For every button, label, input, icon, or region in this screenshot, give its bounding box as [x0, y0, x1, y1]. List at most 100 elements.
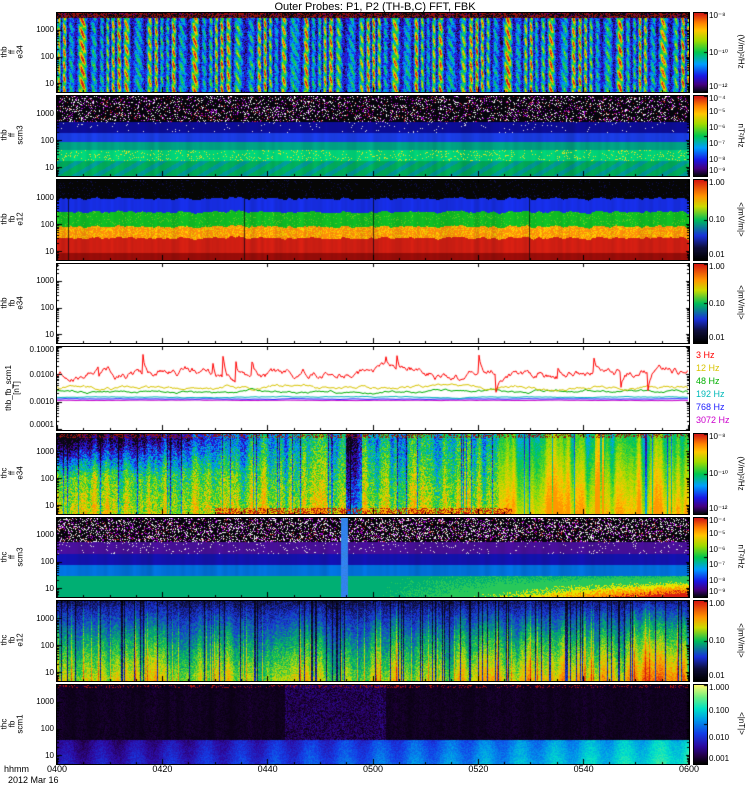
y-tick-label: 0.0001	[29, 420, 54, 429]
y-tick-label: 10	[45, 246, 54, 256]
colorbar-tick-label: 0.01	[709, 671, 725, 680]
y-tick-label: 0.1000	[29, 345, 54, 354]
panel-thb-ff-e34: thb ff e34 1000 100 10 10⁻⁸ 10⁻¹⁰ 10⁻¹² (V/m)²/…	[0, 11, 750, 93]
colorbar-unit-thb-fb-e34: <|mV/m|>	[736, 285, 746, 320]
y-tick-label: 100	[40, 724, 54, 734]
colorbar-tick-label: 0.10	[709, 215, 725, 224]
x-tick-label: 0400	[46, 764, 68, 774]
y-tick-label: 0.0010	[29, 397, 54, 407]
colorbar-unit-thc-ff-e34: (V/m)²/Hz	[736, 455, 746, 491]
y-tick-label: 1000	[36, 613, 54, 623]
y-tick-label: 100	[40, 219, 54, 229]
y-tick-label: 1000	[36, 192, 54, 202]
y-tick-label: 10	[45, 329, 54, 339]
colorbar-tick-label: 1.00	[709, 599, 725, 608]
y-tick-label: 10	[45, 78, 54, 88]
colorbar-tick-label: 10⁻⁵	[709, 528, 726, 538]
thc-fb-e12-colorbar	[693, 600, 708, 682]
x-tick-label: 0520	[468, 764, 489, 774]
legend-entry-3-hz: 3 Hz	[696, 350, 715, 360]
thc-ff-scm3-colorbar	[693, 517, 708, 598]
y-tick-label: 10	[45, 162, 54, 172]
thb-ff-scm3-plot-canvas	[56, 95, 690, 177]
thb-fb-e12-colorbar	[693, 179, 708, 261]
y-tick-label: 100	[40, 135, 54, 145]
thb-fb-scm1-plot-canvas	[56, 346, 690, 431]
legend-entry-12-hz: 12 Hz	[696, 363, 720, 373]
y-tick-label: 1000	[36, 25, 54, 35]
thc-ff-e34-plot-canvas	[56, 433, 690, 515]
y-tick-label: 100	[40, 473, 54, 483]
thc-fb-e12-plot-canvas	[56, 600, 690, 682]
thc-fb-scm1-colorbar	[693, 684, 708, 765]
thc-fb-scm1-plot-canvas	[56, 684, 690, 765]
thc-ff-scm3-plot-canvas	[56, 517, 690, 598]
colorbar-tick-label: 10⁻¹²	[709, 504, 728, 513]
time-axis-format-label: hhmm	[4, 764, 30, 774]
y-tick-label: 100	[40, 557, 54, 567]
thb-fb-e34-colorbar	[693, 263, 708, 344]
y-tick-label: 100	[40, 303, 54, 313]
y-tick-label: 10	[45, 750, 54, 760]
thb-fb-e12-plot-canvas	[56, 179, 690, 261]
colorbar-tick-label: 10⁻⁴	[709, 94, 726, 103]
panel-ylabel-thb-fb-scm1: thb_fb_scm1 [nT]	[0, 346, 26, 429]
colorbar-tick-label: 10⁻⁴	[709, 516, 726, 525]
thb-fb-e34-plot-canvas	[56, 263, 690, 344]
colorbar-unit-wrap: (V/m)²/Hz	[733, 12, 749, 91]
colorbar-tick-label: 1.00	[709, 262, 725, 271]
y-tick-label: 100	[40, 640, 54, 650]
time-axis-date: 2012 Mar 16	[8, 775, 59, 785]
y-tick-label: 100	[40, 52, 54, 62]
colorbar-unit-thc-fb-scm1: <|nT|>	[736, 712, 746, 735]
colorbar-tick-label: 1.000	[709, 683, 730, 692]
x-tick-label: 0500	[362, 764, 384, 774]
plot-title: Outer Probes: P1, P2 (TH-B,C) FFT, FBK	[274, 1, 476, 13]
colorbar-unit-wrap: <|mV/m|>	[733, 263, 749, 342]
y-tick-label: 10	[45, 583, 54, 593]
colorbar-tick-label: 10⁻⁷	[709, 139, 726, 148]
y-tick-label: 1000	[36, 446, 54, 456]
panel-thb-fb-e34: thb fb e34 1000 100 10 1.00 0.10 0.01 <|mV/m|>	[0, 262, 750, 344]
colorbar-tick-label: 10⁻¹²	[709, 82, 728, 91]
colorbar-unit-thc-fb-e12: <|mV/m|>	[736, 622, 746, 658]
colorbar-tick-label: 10⁻⁹	[709, 587, 726, 596]
colorbar-tick-label: 10⁻⁸	[709, 155, 726, 164]
thb-ff-e34-colorbar	[693, 12, 708, 93]
colorbar-unit-thb-fb-e12: <|mV/m|>	[736, 201, 746, 237]
x-tick-label: 0600	[678, 764, 700, 774]
y-tick-label: 10	[45, 667, 54, 677]
colorbar-tick-label: 10⁻⁵	[709, 107, 726, 116]
colorbar-tick-label: 0.10	[709, 636, 725, 645]
colorbar-unit-thb-ff-scm3: nT²/Hz	[736, 123, 746, 147]
panel-thb-ff-scm3: thb ff scm3 1000 100 10 10⁻⁴ 10⁻⁵ 10⁻⁶ 10⁻⁷ 10⁻⁸…	[0, 94, 750, 177]
colorbar-tick-label: 10⁻⁸	[709, 11, 726, 20]
colorbar-unit-thc-ff-scm3: nT²/Hz	[736, 544, 746, 569]
colorbar-unit-wrap: nT²/Hz	[733, 517, 749, 596]
y-tick-label: 0.0100	[29, 369, 54, 379]
colorbar-tick-label: 0.10	[709, 298, 725, 308]
y-tick-label: 1000	[36, 530, 54, 540]
colorbar-unit-wrap: <|mV/m|>	[733, 600, 749, 680]
legend-entry-192-hz: 192 Hz	[696, 389, 725, 399]
y-tick-label: 1000	[36, 276, 54, 286]
colorbar-tick-label: 10⁻⁶	[709, 544, 726, 554]
colorbar-unit-wrap: (V/m)²/Hz	[733, 433, 749, 513]
thb-ff-e34-plot-canvas	[56, 12, 690, 93]
colorbar-tick-label: 0.001	[709, 754, 730, 763]
panel-thc-fb-scm1: thc fb scm1 1000 100 10 1.000 0.100 0.010 0.001…	[0, 683, 750, 765]
colorbar-unit-wrap: <|mV/m|>	[733, 179, 749, 259]
colorbar-tick-label: 10⁻⁷	[709, 560, 726, 570]
colorbar-tick-label: 0.010	[709, 732, 730, 742]
thc-ff-e34-colorbar	[693, 433, 708, 515]
colorbar-unit-wrap: <|nT|>	[733, 684, 749, 763]
colorbar-tick-label: 10⁻⁶	[709, 123, 726, 132]
y-tick-label: 1000	[36, 108, 54, 118]
panel-thb-fb-scm1: thb_fb_scm1 [nT] 0.1000 0.0100 0.0010 0.0001…	[0, 345, 750, 431]
legend-entry-768-hz: 768 Hz	[696, 402, 725, 412]
colorbar-tick-label: 10⁻⁹	[709, 166, 726, 175]
colorbar-tick-label: 10⁻¹⁰	[709, 469, 728, 478]
colorbar-tick-label: 10⁻¹⁰	[709, 47, 728, 57]
colorbar-tick-label: 1.00	[709, 178, 725, 187]
y-tick-label: 10	[45, 500, 54, 510]
